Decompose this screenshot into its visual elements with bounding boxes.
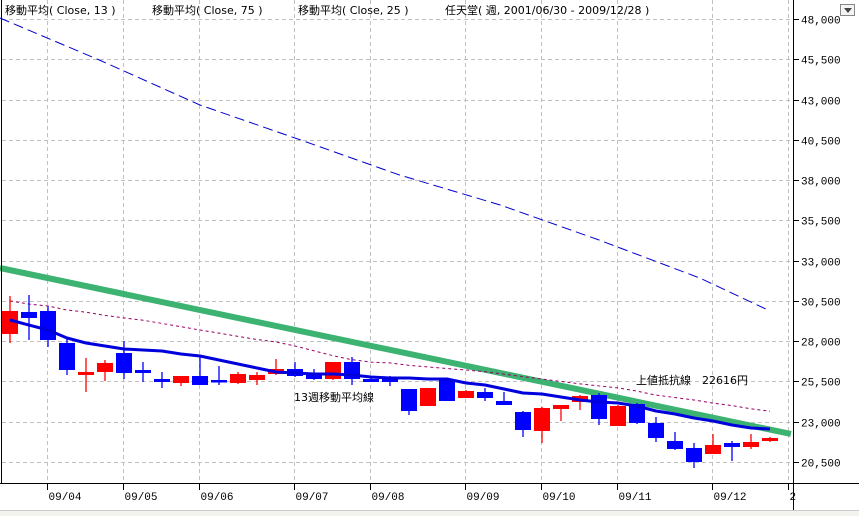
candle-down bbox=[629, 403, 645, 423]
ma13-polyline bbox=[9, 318, 771, 431]
candle-up bbox=[534, 407, 550, 431]
candle-down bbox=[135, 369, 151, 373]
resistance-annotation: 上値抵抗線 22616円 bbox=[636, 373, 748, 387]
series-title: 任天堂( 週, 2001/06/30 - 2009/12/28 ) bbox=[445, 4, 649, 17]
candle-down bbox=[515, 411, 531, 430]
y-tick-label: 30,500 bbox=[801, 298, 841, 310]
y-tick-label: 43,000 bbox=[801, 97, 841, 109]
x-tick-label: 09/08 bbox=[372, 492, 405, 504]
y-tick-label: 48,000 bbox=[801, 16, 841, 28]
candle-up bbox=[173, 376, 189, 383]
candle-up bbox=[325, 361, 341, 379]
candle-up bbox=[230, 373, 246, 383]
price-axis: 48,000 45,500 43,000 40,500 38,000 35,500 33,0… bbox=[793, 16, 841, 471]
candle-down bbox=[477, 391, 493, 398]
candle-up bbox=[553, 404, 569, 409]
chart-menu-dropdown-button[interactable] bbox=[840, 4, 855, 16]
ma25-polyline bbox=[9, 300, 771, 412]
candle-down bbox=[40, 310, 56, 341]
y-tick-label: 33,000 bbox=[801, 258, 841, 270]
x-tick-label: 09/10 bbox=[543, 492, 576, 504]
x-tick-label: 09/04 bbox=[49, 492, 82, 504]
candle-down bbox=[439, 379, 455, 402]
y-tick-label: 45,500 bbox=[801, 56, 841, 68]
resistance-trendline bbox=[0, 265, 792, 437]
y-tick-label: 40,500 bbox=[801, 137, 841, 149]
ma75-polyline bbox=[0, 17, 771, 312]
x-tick-label: 09/06 bbox=[201, 492, 234, 504]
ma13-annotation: 13週移動平均線 bbox=[294, 390, 374, 404]
candle-up bbox=[610, 405, 626, 427]
legend-ma13: 移動平均( Close, 13 ) bbox=[5, 3, 116, 17]
candle-up bbox=[458, 390, 474, 398]
y-tick-label: 25,500 bbox=[801, 378, 841, 390]
x-tick-label: 09/07 bbox=[296, 492, 329, 504]
candle-down bbox=[211, 379, 227, 383]
candle-down bbox=[686, 447, 702, 462]
ma75-line bbox=[0, 17, 771, 312]
candle-down bbox=[154, 378, 170, 382]
candle-down bbox=[648, 422, 664, 439]
candle-up bbox=[705, 444, 721, 454]
candle-down bbox=[59, 342, 75, 370]
candle-down bbox=[667, 440, 683, 449]
candle-up bbox=[762, 438, 778, 441]
x-tick-label: 09/12 bbox=[714, 492, 747, 504]
bottom-scrollbar[interactable] bbox=[0, 510, 859, 516]
grid bbox=[2, 0, 793, 483]
candle-down bbox=[306, 373, 322, 379]
ma25-line bbox=[9, 300, 771, 412]
legend-ma25: 移動平均( Close, 25 ) bbox=[298, 3, 409, 17]
candle-down bbox=[116, 352, 132, 373]
y-tick-label: 38,000 bbox=[801, 177, 841, 189]
candle-up bbox=[743, 441, 759, 447]
candle-down bbox=[363, 378, 379, 382]
y-tick-label: 23,000 bbox=[801, 419, 841, 431]
candle-down bbox=[724, 442, 740, 447]
candle-up bbox=[78, 371, 94, 375]
date-axis: 09/04 09/05 09/06 09/07 09/08 09/09 09/10 09/11… bbox=[47, 483, 797, 504]
candle-down bbox=[21, 311, 37, 318]
candle-up bbox=[249, 374, 265, 380]
candle-down bbox=[401, 389, 417, 411]
candle-down bbox=[192, 376, 208, 385]
candle-up bbox=[420, 388, 436, 406]
x-tick-label: 09/09 bbox=[467, 492, 500, 504]
x-tick-label: 2 bbox=[790, 492, 797, 504]
candle-down bbox=[496, 401, 512, 405]
ma13-line bbox=[9, 318, 771, 431]
x-tick-label: 09/05 bbox=[125, 492, 158, 504]
y-tick-label: 28,000 bbox=[801, 338, 841, 350]
trendline-polyline bbox=[0, 265, 792, 437]
candle-up bbox=[97, 362, 113, 372]
y-tick-label: 20,500 bbox=[801, 459, 841, 471]
candle-down bbox=[591, 394, 607, 419]
legend-ma75: 移動平均( Close, 75 ) bbox=[152, 3, 263, 17]
x-tick-label: 09/11 bbox=[619, 492, 652, 504]
candle-up bbox=[2, 310, 18, 334]
y-tick-label: 35,500 bbox=[801, 217, 841, 229]
